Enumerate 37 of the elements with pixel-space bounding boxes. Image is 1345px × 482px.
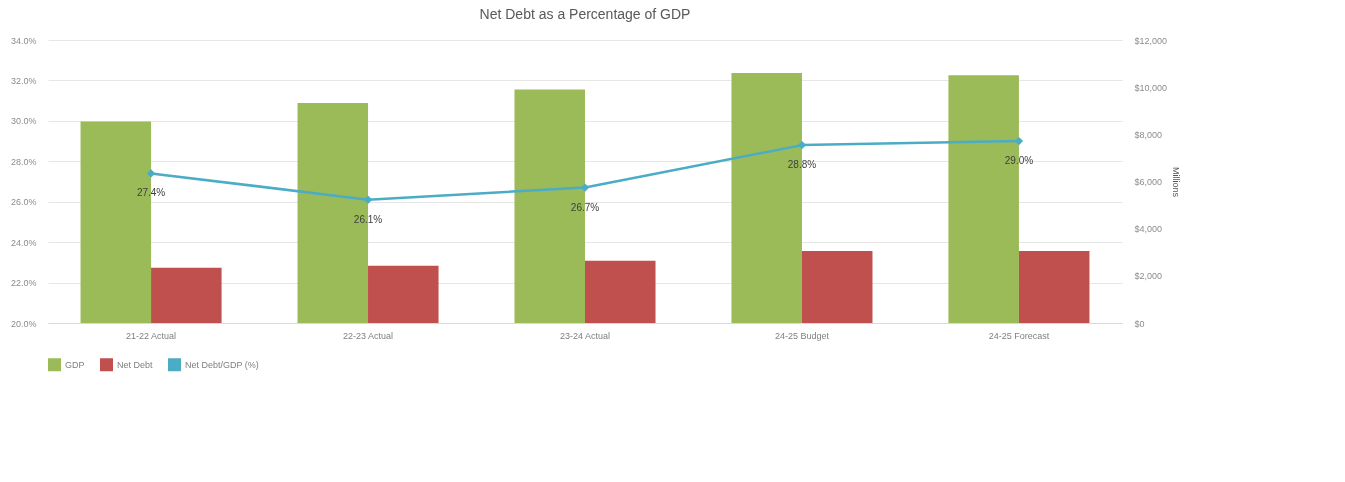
data-label: 29.0%	[1004, 155, 1034, 167]
y2-tick-label: $8,000	[1134, 129, 1163, 140]
x-tick-label: 22-23 Actual	[343, 330, 394, 341]
legend-label: Net Debt/GDP (%)	[185, 359, 259, 370]
x-tick-label: 23-24 Actual	[559, 330, 611, 341]
x-tick-label: 21-22 Actual	[126, 330, 177, 341]
y2-tick-label: $12,000	[1134, 35, 1168, 46]
x-tick-label: 24-25 Budget	[774, 330, 830, 341]
y-tick-label: 22.0%	[10, 278, 37, 289]
y-tick-label: 24.0%	[10, 237, 37, 248]
y-tick-label: 20.0%	[10, 318, 37, 329]
y-tick-label: 26.0%	[10, 197, 37, 208]
y2-axis-title: Millions	[1171, 166, 1182, 198]
y2-tick-label: $10,000	[1134, 82, 1168, 93]
data-label: 26.7%	[570, 201, 600, 213]
bar	[151, 267, 222, 323]
bar	[1018, 251, 1090, 323]
chart-title: Net Debt as a Percentage of GDP	[479, 6, 691, 22]
point	[580, 183, 590, 192]
y2-tick-label: $0	[1134, 318, 1145, 329]
point	[146, 169, 156, 178]
legend-label: Net Debt	[117, 359, 154, 370]
bar	[801, 251, 873, 323]
y2-tick-label: $4,000	[1134, 224, 1163, 235]
y2-tick-label: $6,000	[1134, 177, 1163, 187]
y2-tick-label: $2,000	[1134, 271, 1163, 282]
y-tick-label: 28.0%	[10, 156, 37, 167]
x-tick-label: 24-25 Forecast	[988, 330, 1050, 341]
point	[363, 195, 373, 204]
legend-label: GDP	[65, 359, 85, 370]
y-tick-label: 32.0%	[10, 75, 37, 86]
bar	[368, 265, 439, 323]
y-tick-label: 34.0%	[10, 35, 37, 46]
data-label: 28.8%	[787, 159, 817, 171]
y-tick-label: 30.0%	[10, 116, 37, 127]
bar	[585, 260, 656, 323]
data-label: 26.1%	[353, 213, 383, 225]
